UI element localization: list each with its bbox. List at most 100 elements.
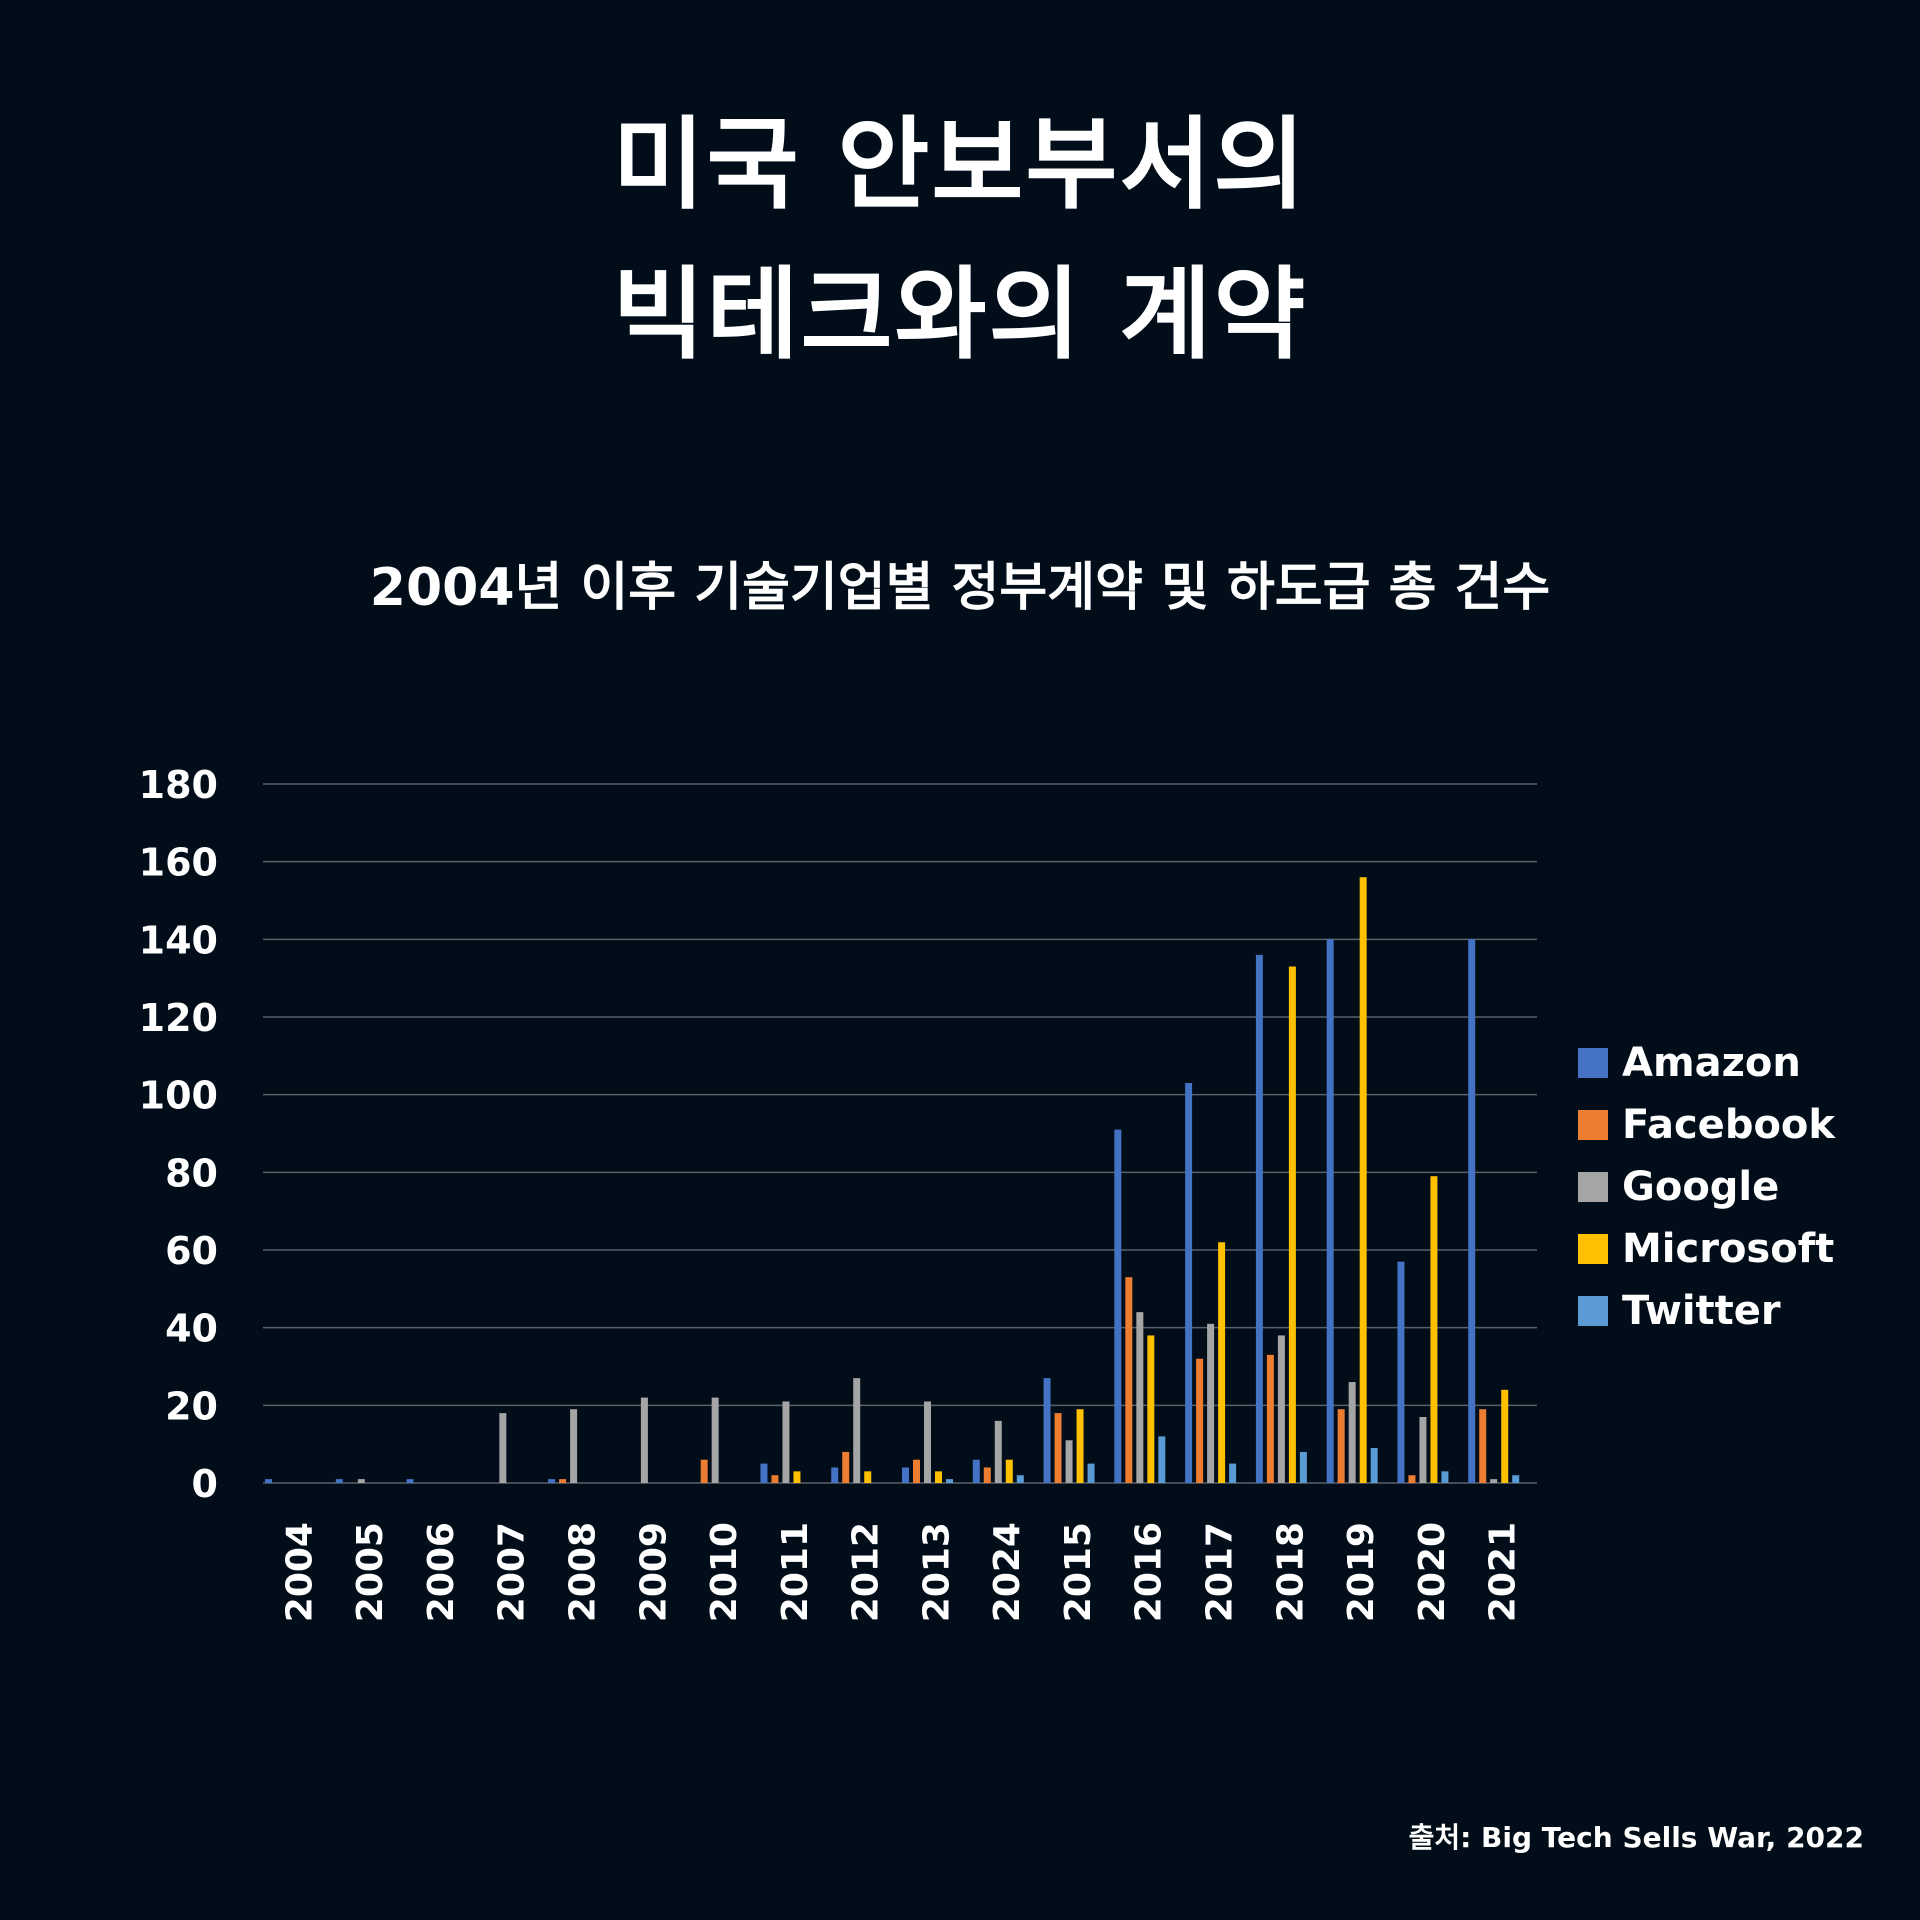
bar-twitter-2013 xyxy=(946,1479,953,1483)
y-tick-label: 80 xyxy=(165,1151,218,1195)
x-tick-label: 2004 xyxy=(279,1522,320,1622)
bar-amazon-2008 xyxy=(548,1479,556,1483)
bar-microsoft-2013 xyxy=(935,1471,942,1483)
bar-microsoft-2020 xyxy=(1430,1176,1438,1483)
bar-google-2013 xyxy=(924,1401,931,1483)
bar-facebook-2015 xyxy=(1054,1413,1062,1483)
bar-microsoft-2017 xyxy=(1218,1242,1226,1483)
bar-amazon-2006 xyxy=(406,1479,414,1483)
bar-google-2020 xyxy=(1419,1416,1427,1483)
bar-facebook-2013 xyxy=(913,1459,920,1483)
bar-amazon-2020 xyxy=(1397,1261,1405,1483)
bar-facebook-2018 xyxy=(1266,1354,1274,1483)
x-tick-label: 2010 xyxy=(704,1522,745,1622)
page-title: 미국 안보부서의 빅테크와의 계약 xyxy=(0,90,1920,390)
bar-microsoft-2019 xyxy=(1359,877,1367,1483)
legend-item-google: Google xyxy=(1578,1156,1835,1218)
bar-google-2021 xyxy=(1490,1479,1498,1483)
legend-label-twitter: Twitter xyxy=(1622,1288,1781,1334)
y-tick-label: 180 xyxy=(139,763,218,807)
bar-google-2011 xyxy=(782,1401,790,1483)
source-note: 출처: Big Tech Sells War, 2022 xyxy=(1408,1821,1864,1854)
x-tick-label: 2005 xyxy=(350,1522,391,1622)
bar-amazon-2004 xyxy=(265,1479,272,1483)
x-tick-label: 2009 xyxy=(633,1522,674,1622)
x-tick-label: 2016 xyxy=(1129,1522,1170,1622)
bar-facebook-2016 xyxy=(1125,1277,1133,1483)
bar-facebook-2024 xyxy=(983,1467,991,1483)
bar-microsoft-2012 xyxy=(864,1471,872,1483)
bar-microsoft-2024 xyxy=(1005,1459,1013,1483)
y-tick-label: 20 xyxy=(165,1384,218,1428)
x-tick-label: 2017 xyxy=(1200,1522,1241,1622)
legend-swatch-microsoft xyxy=(1578,1234,1608,1264)
bar-microsoft-2011 xyxy=(793,1471,801,1483)
bar-amazon-2024 xyxy=(972,1459,980,1483)
bar-google-2015 xyxy=(1065,1440,1073,1483)
x-axis-ticks: 2004 2005 2006 2007 2008 2009 2010 2011 2012 2013… xyxy=(279,1522,1523,1622)
x-tick-label: 2006 xyxy=(421,1522,462,1622)
y-tick-label: 100 xyxy=(139,1074,218,1118)
x-tick-label: 2013 xyxy=(916,1522,957,1622)
grid-lines xyxy=(263,783,1537,1484)
bar-twitter-2017 xyxy=(1229,1463,1237,1483)
bar-amazon-2019 xyxy=(1326,939,1334,1483)
bar-twitter-2024 xyxy=(1016,1475,1024,1483)
legend: Amazon Facebook Google Microsoft Twitter xyxy=(1578,1032,1835,1342)
title-line-1: 미국 안보부서의 xyxy=(612,106,1308,223)
legend-label-facebook: Facebook xyxy=(1622,1102,1836,1148)
bar-twitter-2016 xyxy=(1158,1436,1166,1483)
legend-item-amazon: Amazon xyxy=(1578,1032,1835,1094)
bar-amazon-2005 xyxy=(335,1479,343,1483)
bar-amazon-2021 xyxy=(1468,939,1476,1483)
legend-item-facebook: Facebook xyxy=(1578,1094,1835,1156)
y-axis-ticks: 0 20 40 60 80 100 120 140 160 180 xyxy=(139,763,218,1506)
legend-item-microsoft: Microsoft xyxy=(1578,1218,1835,1280)
bar-amazon-2015 xyxy=(1043,1378,1051,1483)
bar-google-2018 xyxy=(1277,1335,1285,1483)
y-tick-label: 120 xyxy=(139,996,218,1040)
y-tick-label: 160 xyxy=(139,841,218,885)
legend-swatch-google xyxy=(1578,1172,1608,1202)
bar-twitter-2019 xyxy=(1370,1448,1378,1483)
x-tick-label: 2020 xyxy=(1412,1522,1453,1622)
x-tick-label: 2008 xyxy=(563,1522,604,1622)
x-tick-label: 2007 xyxy=(492,1522,533,1622)
bar-amazon-2018 xyxy=(1255,954,1263,1483)
bar-facebook-2011 xyxy=(771,1475,779,1483)
chart-title: 2004년 이후 기술기업별 정부계약 및 하도급 총 건수 xyxy=(369,558,1551,618)
bar-twitter-2020 xyxy=(1441,1471,1449,1483)
x-tick-label: 2021 xyxy=(1483,1522,1524,1622)
x-tick-label: 2011 xyxy=(775,1522,816,1622)
bar-facebook-2021 xyxy=(1479,1409,1487,1483)
legend-swatch-facebook xyxy=(1578,1110,1608,1140)
x-tick-label: 2015 xyxy=(1058,1522,1099,1622)
x-tick-label: 2012 xyxy=(846,1522,887,1622)
y-tick-label: 0 xyxy=(192,1462,218,1506)
bar-microsoft-2016 xyxy=(1147,1335,1155,1483)
bar-facebook-2017 xyxy=(1196,1358,1204,1483)
bar-google-2008 xyxy=(570,1409,578,1483)
legend-label-microsoft: Microsoft xyxy=(1622,1226,1835,1272)
bar-microsoft-2015 xyxy=(1076,1409,1084,1483)
bar-facebook-2008 xyxy=(559,1479,567,1483)
bar-amazon-2012 xyxy=(831,1467,839,1483)
bar-google-2024 xyxy=(994,1420,1002,1483)
bar-facebook-2019 xyxy=(1337,1409,1345,1483)
bar-amazon-2013 xyxy=(902,1467,909,1483)
bar-amazon-2011 xyxy=(760,1463,768,1483)
bar-amazon-2017 xyxy=(1185,1083,1193,1483)
y-tick-label: 60 xyxy=(165,1229,218,1273)
bar-google-2019 xyxy=(1348,1382,1356,1483)
x-tick-label: 2024 xyxy=(987,1522,1028,1622)
y-tick-label: 40 xyxy=(165,1307,218,1351)
bar-google-2012 xyxy=(853,1378,861,1483)
bar-facebook-2010 xyxy=(700,1459,708,1483)
bar-twitter-2021 xyxy=(1512,1475,1520,1483)
bar-google-2017 xyxy=(1207,1323,1215,1483)
legend-swatch-amazon xyxy=(1578,1048,1608,1078)
bar-microsoft-2021 xyxy=(1501,1389,1509,1483)
x-tick-label: 2018 xyxy=(1270,1522,1311,1622)
bar-microsoft-2018 xyxy=(1288,966,1296,1483)
